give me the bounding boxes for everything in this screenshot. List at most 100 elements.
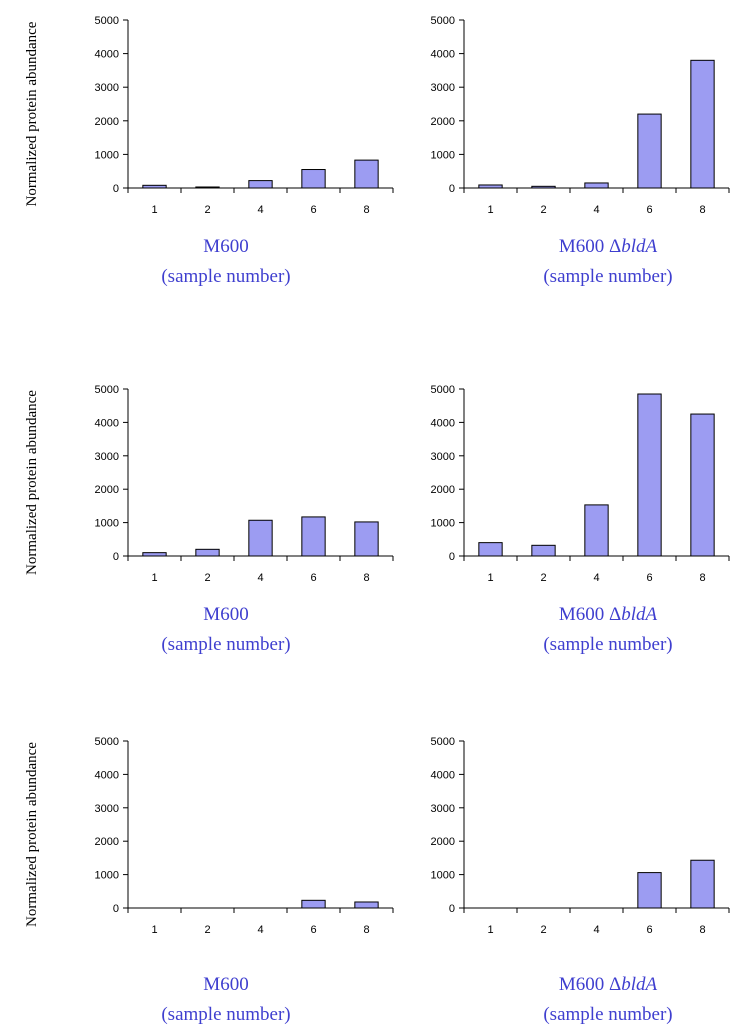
y-tick-label: 5000 (95, 736, 119, 748)
y-tick-label: 4000 (95, 769, 119, 781)
chart-title: M600 ΔbldA (559, 604, 658, 625)
x-tick-label: 6 (310, 924, 316, 936)
chart-xlabel: (sample number) (161, 1004, 290, 1025)
y-tick-label: 4000 (431, 769, 455, 781)
x-tick-label: 2 (204, 572, 210, 584)
x-tick-label: 2 (540, 572, 546, 584)
y-tick-label: 4000 (431, 417, 455, 429)
chart-title-italic: bldA (621, 974, 657, 995)
x-tick-label: 4 (257, 204, 263, 216)
chart-xlabel: (sample number) (543, 634, 672, 655)
chart-panel-5: 0 1000 2000 3000 4000 5000 1 2 4 6 8 M600 (sample nu… (24, 736, 394, 1025)
x-tick-label: 1 (151, 572, 157, 584)
bar-sample-8 (690, 59, 715, 189)
y-tick-label: 2000 (95, 116, 119, 128)
bar-sample-6 (637, 113, 662, 189)
x-tick-label: 4 (257, 924, 263, 936)
y-tick-label: 2000 (431, 484, 455, 496)
y-tick-label: 4000 (95, 417, 119, 429)
chart-xlabel: (sample number) (161, 634, 290, 655)
bar-sample-2 (195, 548, 220, 557)
x-tick-label: 1 (487, 572, 493, 584)
bar-sample-4 (248, 180, 273, 189)
y-tick-label: 3000 (95, 82, 119, 94)
bar-sample-1 (478, 184, 503, 189)
x-tick-label: 6 (646, 204, 652, 216)
y-tick-label: 0 (113, 551, 119, 563)
bar-sample-8 (354, 901, 379, 909)
y-axis-label: Normalized protein abundance (24, 390, 40, 575)
bar-sample-1 (142, 184, 167, 189)
bar-sample-8 (354, 521, 379, 557)
y-tick-label: 4000 (95, 49, 119, 61)
chart-title: M600 (203, 974, 248, 995)
x-tick-label: 6 (310, 572, 316, 584)
y-axis-label: Normalized protein abundance (24, 742, 40, 927)
bar-sample-6 (301, 899, 326, 909)
chart-title: M600 ΔbldA (559, 236, 658, 257)
y-tick-label: 4000 (431, 49, 455, 61)
y-tick-label: 0 (449, 551, 455, 563)
x-tick-label: 1 (151, 924, 157, 936)
bar-sample-2 (531, 185, 556, 189)
y-tick-label: 2000 (431, 116, 455, 128)
y-tick-label: 3000 (431, 803, 455, 815)
chart-panel-4: 0 1000 2000 3000 4000 5000 1 2 4 6 8 M600 ΔbldA (sam… (431, 384, 730, 655)
chart-title: M600 ΔbldA (559, 974, 658, 995)
y-tick-label: 5000 (95, 15, 119, 27)
y-tick-label: 1000 (431, 149, 455, 161)
y-tick-label: 1000 (431, 518, 455, 530)
y-tick-label: 0 (113, 903, 119, 915)
y-tick-label: 1000 (431, 870, 455, 882)
x-tick-label: 2 (540, 924, 546, 936)
x-tick-label: 4 (593, 572, 599, 584)
chart-title-main: M600 Δ (559, 974, 621, 995)
y-tick-label: 0 (113, 183, 119, 195)
chart-xlabel: (sample number) (161, 266, 290, 287)
chart-title-main: M600 (203, 236, 248, 257)
chart-panel-1: 0 1000 2000 3000 4000 5000 1 2 4 6 8 M600 (sample nu… (24, 15, 394, 287)
x-tick-label: 6 (310, 204, 316, 216)
x-tick-label: 8 (363, 924, 369, 936)
bar-sample-1 (478, 542, 503, 557)
x-tick-label: 4 (593, 924, 599, 936)
chart-title: M600 (203, 604, 248, 625)
x-tick-label: 4 (593, 204, 599, 216)
bar-sample-6 (637, 393, 662, 557)
bar-sample-8 (354, 159, 379, 189)
y-tick-label: 3000 (95, 451, 119, 463)
x-tick-label: 2 (204, 204, 210, 216)
chart-title-main: M600 Δ (559, 236, 621, 257)
x-tick-label: 8 (699, 572, 705, 584)
bar-sample-2 (531, 544, 556, 557)
bar-sample-2 (195, 186, 220, 189)
bar-sample-4 (248, 519, 273, 557)
chart-title-italic: bldA (621, 236, 657, 257)
x-tick-label: 8 (699, 204, 705, 216)
x-tick-label: 6 (646, 924, 652, 936)
chart-panel-6: 0 1000 2000 3000 4000 5000 1 2 4 6 8 M600 ΔbldA (sam… (431, 736, 730, 1025)
chart-title-main: M600 (203, 974, 248, 995)
x-tick-label: 4 (257, 572, 263, 584)
y-tick-label: 3000 (431, 451, 455, 463)
bar-sample-4 (584, 504, 609, 557)
y-tick-label: 5000 (431, 15, 455, 27)
y-tick-label: 1000 (95, 518, 119, 530)
bar-sample-8 (690, 859, 715, 909)
x-tick-label: 6 (646, 572, 652, 584)
bar-sample-6 (637, 872, 662, 909)
x-tick-label: 2 (540, 204, 546, 216)
y-tick-label: 1000 (95, 870, 119, 882)
bar-sample-6 (301, 169, 326, 189)
chart-title-italic: bldA (621, 604, 657, 625)
bar-sample-8 (690, 413, 715, 557)
y-tick-label: 5000 (431, 384, 455, 396)
y-tick-label: 2000 (95, 484, 119, 496)
x-tick-label: 8 (699, 924, 705, 936)
x-tick-label: 2 (204, 924, 210, 936)
bar-sample-4 (584, 182, 609, 189)
x-tick-label: 8 (363, 204, 369, 216)
chart-title-main: M600 (203, 604, 248, 625)
x-tick-label: 1 (487, 924, 493, 936)
